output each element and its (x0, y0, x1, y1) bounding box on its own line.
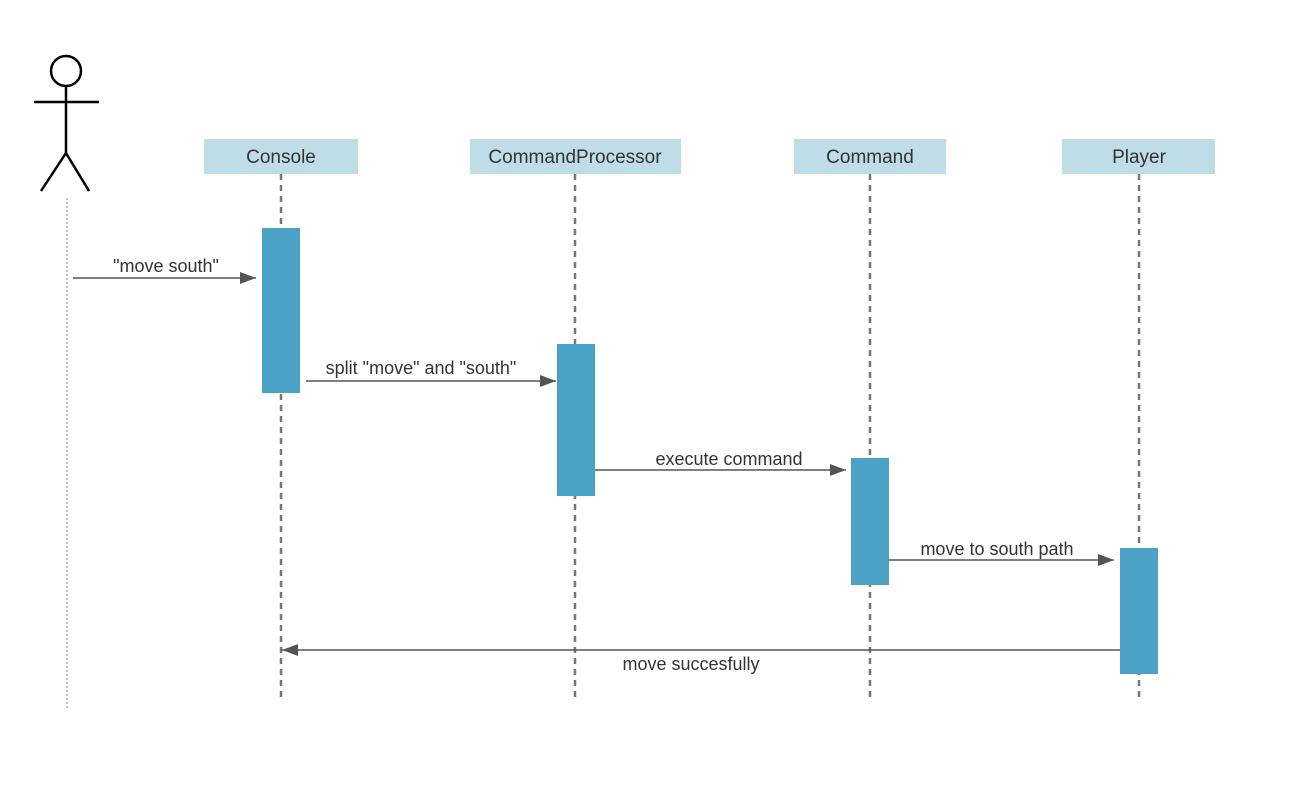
message-split: split "move" and "south" (306, 358, 556, 387)
message-move-to-south-path-label: move to south path (920, 539, 1073, 559)
actor-left-leg (39, 152, 68, 192)
message-execute-command-label: execute command (655, 449, 802, 469)
participant-console-box (204, 139, 358, 174)
activation-player (1120, 548, 1158, 674)
activation-command (851, 458, 889, 585)
participant-commandprocessor-label: CommandProcessor (488, 147, 662, 168)
participant-player: Player (1062, 139, 1215, 698)
message-move-to-south-path: move to south path (889, 539, 1114, 566)
activation-commandprocessor (557, 344, 595, 496)
participant-command-box (794, 139, 946, 174)
participant-command: Command (794, 139, 946, 698)
participant-player-box (1062, 139, 1215, 174)
participant-command-label: Command (826, 147, 914, 168)
message-move-successfully-label: move succesfully (622, 654, 759, 674)
participant-commandprocessor-box (470, 139, 681, 174)
message-move-successfully: move succesfully (282, 644, 1120, 674)
participant-player-label: Player (1112, 147, 1167, 168)
actor-head (49, 54, 83, 88)
message-move-south-label: "move south" (113, 256, 219, 276)
actor-figure (34, 54, 99, 192)
message-move-south: "move south" (73, 256, 256, 284)
message-split-label: split "move" and "south" (326, 358, 517, 378)
participant-commandprocessor: CommandProcessor (470, 139, 681, 698)
participant-console-label: Console (246, 147, 316, 168)
activation-console (262, 228, 300, 393)
actor-right-leg (64, 152, 91, 192)
participant-console: Console (204, 139, 358, 698)
message-execute-command: execute command (595, 449, 846, 476)
